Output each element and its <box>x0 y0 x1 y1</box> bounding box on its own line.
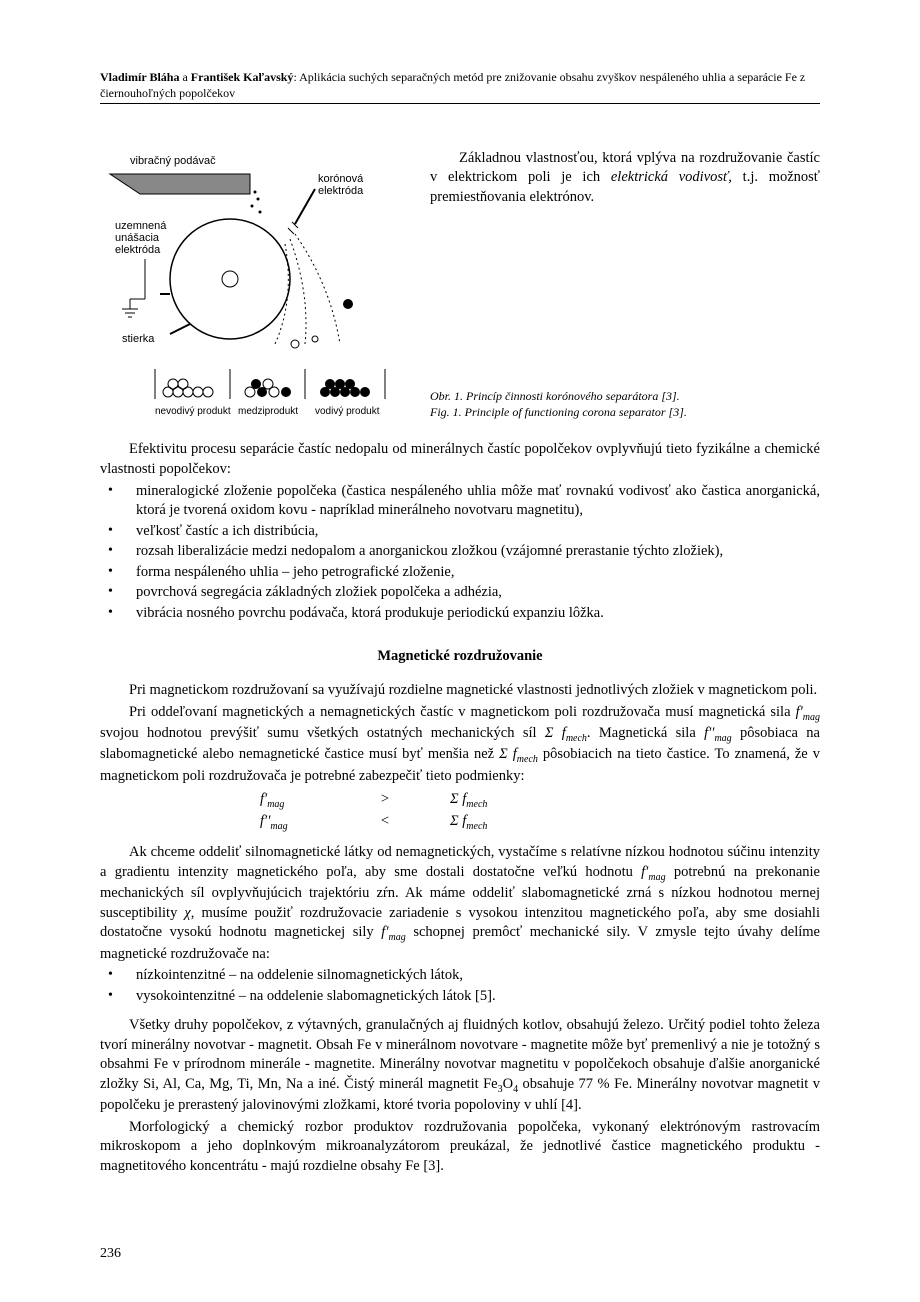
list-item: rozsah liberalizácie medzi nedopalom a a… <box>100 542 820 562</box>
page: Vladimír Bláha a František Kaľavský: Apl… <box>0 0 920 1302</box>
mag-paragraph-5: Morfologický a chemický rozbor produktov… <box>100 1118 820 1177</box>
svg-text:stierka: stierka <box>122 333 155 345</box>
caption-sk: Obr. 1. Princíp činnosti korónového sepa… <box>430 389 820 405</box>
author-2: František Kaľavský <box>191 70 294 84</box>
figure-caption: Obr. 1. Princíp činnosti korónového sepa… <box>430 389 820 430</box>
body: Efektivitu procesu separácie častíc nedo… <box>100 440 820 1176</box>
list-item: nízkointenzitné – na oddelenie silnomagn… <box>100 966 820 986</box>
running-header: Vladimír Bláha a František Kaľavský: Apl… <box>100 70 820 104</box>
mag-paragraph-4: Všetky druhy popolčekov, z výtavných, gr… <box>100 1016 820 1116</box>
author-1: Vladimír Bláha <box>100 70 179 84</box>
list-item: povrchová segregácia základných zložiek … <box>100 583 820 603</box>
mag-paragraph-2: Pri oddeľovaní magnetických a nemagnetic… <box>100 703 820 787</box>
caption-row: Obr. 1. Princíp činnosti korónového sepa… <box>100 389 820 430</box>
list-item: vibrácia nosného povrchu podávača, ktorá… <box>100 604 820 624</box>
svg-text:elektróda: elektróda <box>318 185 364 197</box>
effectiveness-paragraph: Efektivitu procesu separácie častíc nedo… <box>100 440 820 479</box>
svg-text:unášacia: unášacia <box>115 232 160 244</box>
svg-text:elektróda: elektróda <box>115 244 161 256</box>
math-conditions: f′mag > Σ fmech f′′mag < Σ fmech <box>260 790 820 833</box>
section-heading: Magnetické rozdružovanie <box>100 647 820 667</box>
bullet-list-1: mineralogické zloženie popolčeka (častic… <box>100 482 820 624</box>
mag-paragraph-3: Ak chceme oddeliť silnomagnetické látky … <box>100 843 820 964</box>
svg-text:vibračný podávač: vibračný podávač <box>130 155 216 167</box>
list-item: forma nespáleného uhlia – jeho petrograf… <box>100 563 820 583</box>
caption-en: Fig. 1. Principle of functioning corona … <box>430 405 820 421</box>
svg-text:korónová: korónová <box>318 173 364 185</box>
list-item: vysokointenzitné – na oddelenie slabomag… <box>100 987 820 1007</box>
list-item: veľkosť častíc a ich distribúcia, <box>100 522 820 542</box>
mag-paragraph-1: Pri magnetickom rozdružovaní sa využívaj… <box>100 681 820 701</box>
bullet-list-2: nízkointenzitné – na oddelenie silnomagn… <box>100 966 820 1006</box>
svg-text:uzemnená: uzemnená <box>115 220 167 232</box>
intro-paragraph: Základnou vlastnosťou, ktorá vplýva na r… <box>430 149 820 208</box>
list-item: mineralogické zloženie popolčeka (častic… <box>100 482 820 521</box>
page-number: 236 <box>100 1246 121 1262</box>
